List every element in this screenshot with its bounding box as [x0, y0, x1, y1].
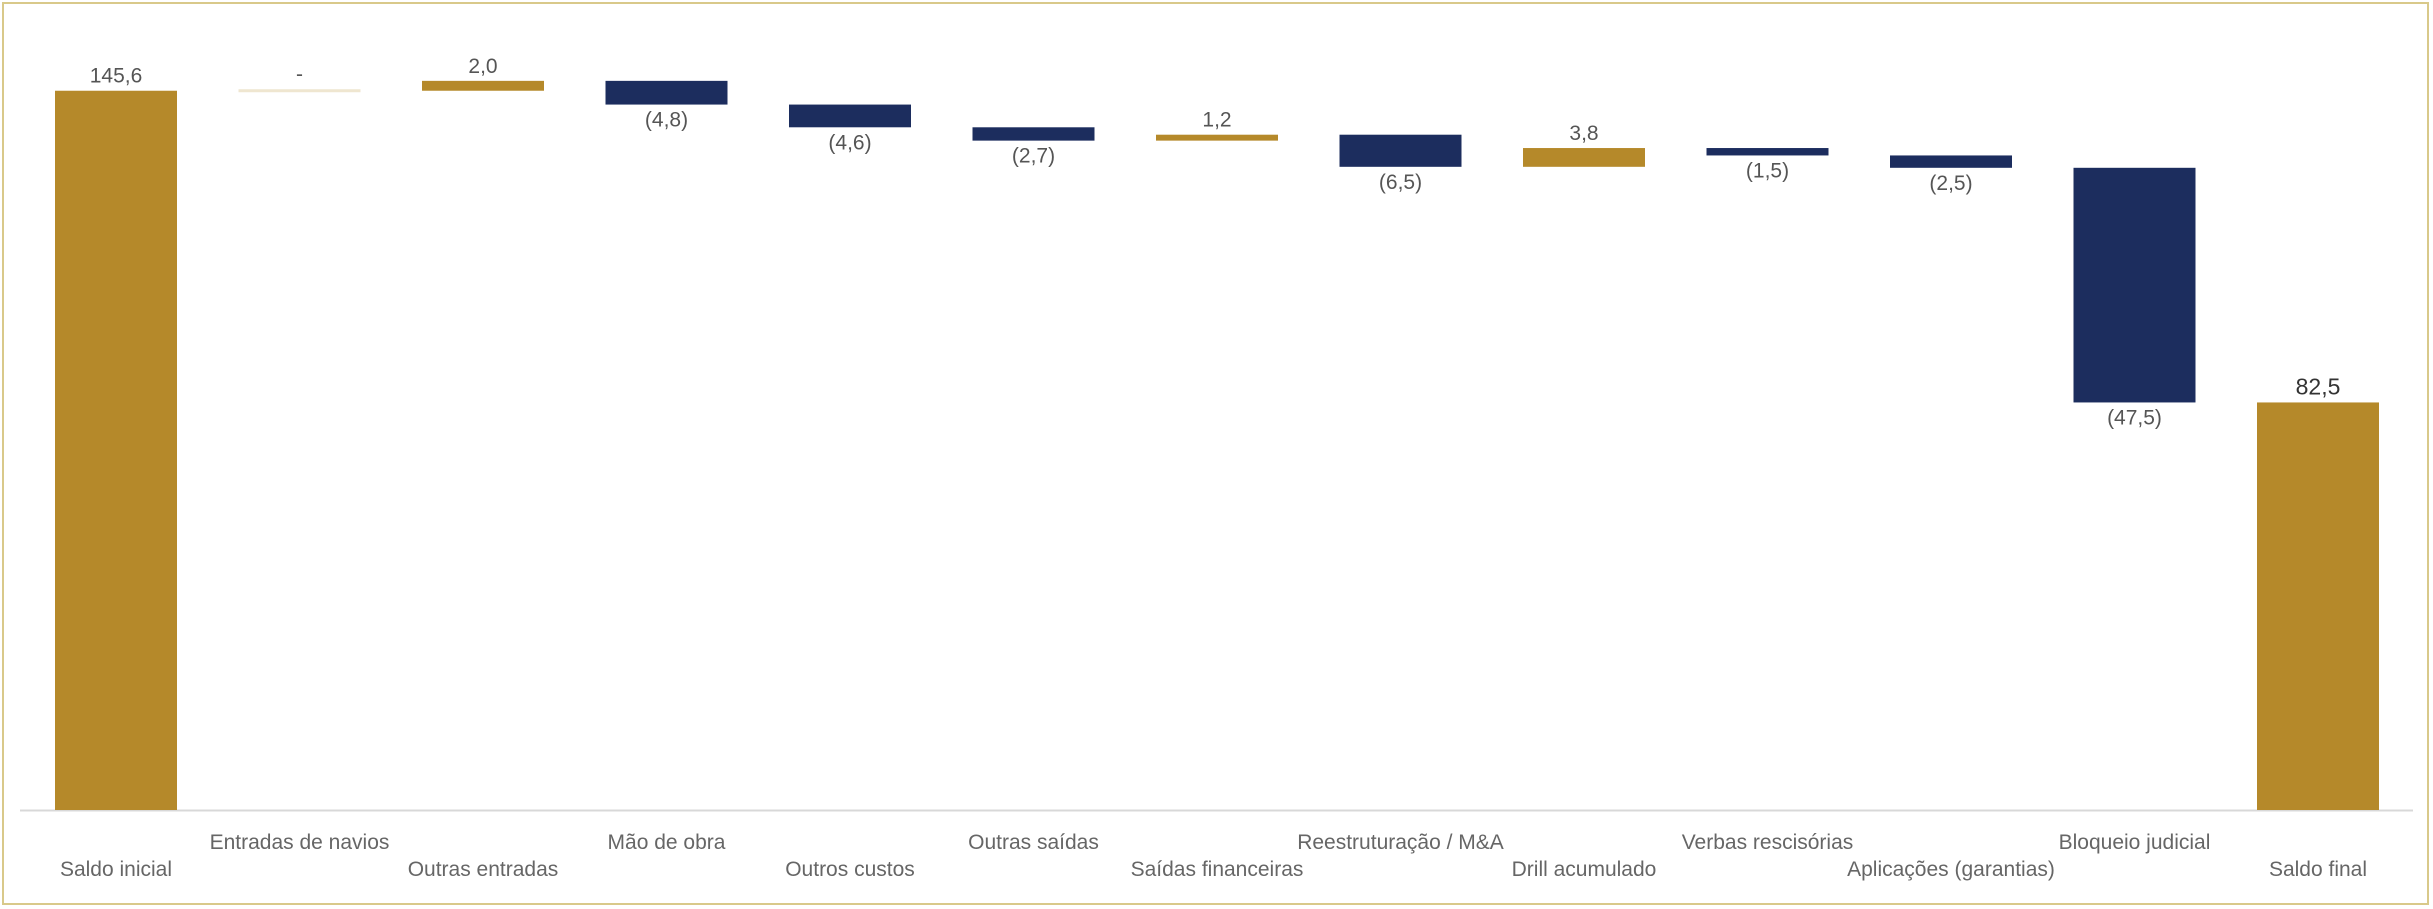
data-label: 145,6 [90, 65, 143, 88]
data-label: (1,5) [1746, 159, 1789, 182]
data-label: 1,2 [1202, 109, 1231, 132]
waterfall-bar [2073, 167, 2196, 403]
waterfall-bar [972, 127, 1095, 141]
data-label: - [296, 63, 303, 86]
category-label: Saldo final [2269, 858, 2367, 881]
data-label: 3,8 [1569, 122, 1598, 145]
category-label: Outros custos [785, 858, 915, 881]
category-label: Reestruturação / M&A [1297, 831, 1504, 854]
category-label: Saídas financeiras [1131, 858, 1304, 881]
waterfall-bar [605, 80, 728, 105]
category-label: Saldo inicial [60, 858, 172, 881]
data-label: (2,5) [1929, 172, 1972, 195]
data-label: (4,8) [645, 109, 688, 132]
waterfall-bar [238, 89, 361, 93]
data-label: (47,5) [2107, 406, 2162, 429]
category-label: Outras saídas [968, 831, 1099, 854]
waterfall-bar [422, 80, 544, 91]
data-label: (6,5) [1379, 171, 1422, 194]
category-label: Outras entradas [408, 858, 559, 881]
waterfall-bar [1706, 148, 1829, 156]
category-label: Mão de obra [608, 831, 726, 854]
category-label: Verbas rescisórias [1682, 831, 1854, 854]
waterfall-bar [2257, 402, 2379, 810]
category-label: Entradas de navios [210, 831, 390, 854]
data-label: 82,5 [2296, 373, 2341, 399]
category-label: Bloqueio judicial [2059, 831, 2211, 854]
data-label: (4,6) [828, 131, 871, 154]
data-label: 2,0 [468, 55, 497, 78]
waterfall-bar [1339, 134, 1462, 167]
waterfall-bar [1890, 155, 2012, 168]
category-label: Aplicações (garantias) [1847, 858, 2055, 881]
waterfall-bar [1156, 134, 1278, 141]
waterfall-bar [1523, 148, 1645, 167]
category-label: Drill acumulado [1512, 858, 1657, 881]
waterfall-bar [55, 90, 177, 810]
data-label: (2,7) [1012, 145, 1055, 168]
waterfall-bar [789, 104, 911, 128]
